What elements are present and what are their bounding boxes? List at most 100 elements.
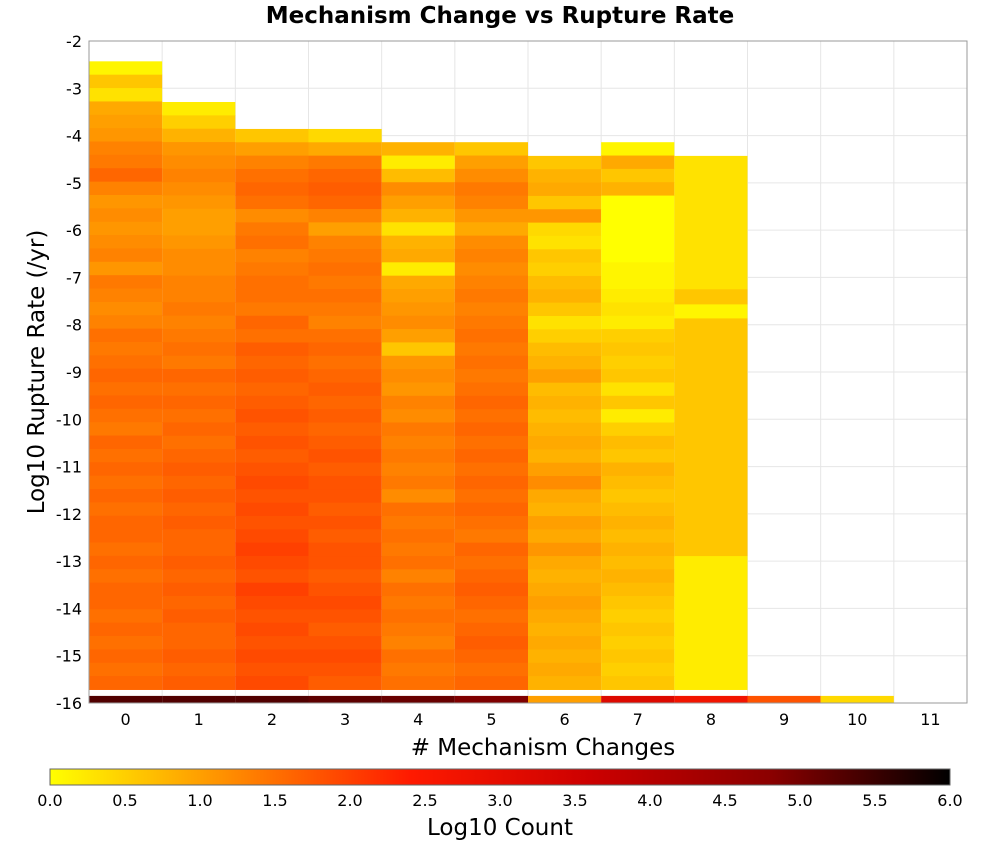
- heatmap-cell: [674, 422, 748, 557]
- heatmap-cell: [454, 382, 528, 397]
- heatmap-cell: [162, 462, 236, 477]
- heatmap-cell: [89, 695, 163, 703]
- heatmap-cell: [89, 101, 163, 116]
- heatmap-cell: [235, 529, 309, 544]
- heatmap-cell: [601, 315, 675, 330]
- heatmap-cell: [308, 155, 382, 170]
- heatmap-cell: [89, 435, 163, 450]
- colorbar-tick-label: 6.0: [937, 791, 962, 810]
- heatmap-cell: [454, 609, 528, 624]
- heatmap-cell: [308, 502, 382, 517]
- heatmap-cell: [601, 676, 675, 690]
- heatmap-cell: [601, 662, 675, 677]
- heatmap-cell: [89, 235, 163, 249]
- heatmap-cell: [528, 516, 602, 530]
- heatmap-cell: [381, 302, 455, 317]
- heatmap-cell: [381, 502, 455, 517]
- heatmap-cell: [162, 662, 236, 677]
- heatmap-cell: [162, 302, 236, 317]
- heatmap-cell: [235, 422, 309, 437]
- heatmap-cell: [528, 275, 602, 290]
- heatmap-cell: [601, 542, 675, 557]
- heatmap-cell: [747, 695, 821, 703]
- y-axis-ticks: -2 -3 -4 -5 -6 -7 -8 -9 -10 -11 -12 -13 -14 -15 -16: [56, 32, 82, 713]
- heatmap-cell: [235, 168, 309, 183]
- heatmap-cell: [162, 115, 236, 130]
- heatmap-cell: [89, 181, 163, 196]
- y-tick-label: -5: [66, 174, 82, 193]
- x-tick-label: 3: [340, 710, 350, 729]
- heatmap-cell: [381, 422, 455, 437]
- heatmap-cell: [454, 235, 528, 250]
- x-tick-label: 7: [633, 710, 643, 729]
- heatmap-cell: [454, 369, 528, 383]
- heatmap-cell: [235, 195, 309, 210]
- heatmap-cell: [528, 262, 602, 277]
- heatmap-cell: [528, 342, 602, 357]
- heatmap-cell: [162, 395, 236, 410]
- heatmap-cell: [89, 368, 163, 383]
- heatmap-cell: [528, 329, 602, 344]
- heatmap-cell: [162, 248, 236, 263]
- x-tick-label: 10: [847, 710, 867, 729]
- heatmap-cell: [454, 275, 528, 290]
- heatmap-cell: [162, 542, 236, 557]
- heatmap-cell: [381, 449, 455, 464]
- y-tick-label: -8: [66, 316, 82, 335]
- colorbar-tick-label: 5.0: [787, 791, 812, 810]
- heatmap-cell: [89, 301, 163, 316]
- heatmap-cell: [308, 142, 382, 157]
- heatmap-cell: [235, 569, 309, 584]
- heatmap-cell: [162, 101, 236, 116]
- heatmap-cell: [162, 422, 236, 437]
- heatmap-cell: [308, 542, 382, 557]
- heatmap-cell: [381, 168, 455, 183]
- heatmap-cell: [454, 662, 528, 677]
- colorbar-tick-label: 1.0: [187, 791, 212, 810]
- heatmap-cell: [528, 436, 602, 450]
- heatmap-cell: [601, 582, 675, 597]
- heatmap-cell: [454, 636, 528, 650]
- heatmap-cell: [308, 168, 382, 183]
- heatmap-cell: [89, 168, 163, 183]
- heatmap-cell: [528, 529, 602, 544]
- heatmap-cell: [381, 515, 455, 530]
- heatmap-cell: [235, 315, 309, 330]
- heatmap-cell: [308, 489, 382, 504]
- heatmap-cell: [308, 636, 382, 650]
- heatmap-cell: [308, 622, 382, 637]
- heatmap-cell: [235, 235, 309, 250]
- heatmap-cell: [235, 369, 309, 384]
- heatmap-cell: [674, 695, 748, 703]
- heatmap-cell: [162, 596, 236, 610]
- heatmap-cell: [601, 182, 675, 197]
- heatmap-cell: [454, 222, 528, 237]
- heatmap-cell: [601, 622, 675, 637]
- heatmap-cell: [89, 261, 163, 276]
- heatmap-cell: [162, 222, 236, 237]
- heatmap-cell: [162, 155, 236, 170]
- heatmap-cell: [454, 435, 528, 450]
- heatmap-cell: [454, 449, 528, 464]
- heatmap-cell: [381, 248, 455, 263]
- heatmap-cell: [601, 435, 675, 450]
- heatmap-cell: [528, 649, 602, 664]
- heatmap-cell: [381, 182, 455, 197]
- y-tick-label: -12: [56, 505, 82, 524]
- heatmap-cell: [820, 695, 894, 703]
- heatmap-cell: [381, 569, 455, 584]
- heatmap-cell: [528, 676, 602, 690]
- heatmap-cell: [454, 596, 528, 610]
- x-tick-label: 6: [559, 710, 569, 729]
- heatmap-cell: [89, 489, 163, 503]
- heatmap-cell: [89, 529, 163, 543]
- heatmap-cell: [308, 195, 382, 210]
- heatmap-cell: [454, 502, 528, 517]
- heatmap-cell: [89, 382, 163, 396]
- heatmap-cell: [528, 695, 602, 703]
- heatmap-cell: [89, 88, 163, 102]
- heatmap-cell: [235, 289, 309, 303]
- heatmap-cell: [381, 582, 455, 597]
- heatmap-cell: [528, 662, 602, 677]
- heatmap-cell: [308, 529, 382, 544]
